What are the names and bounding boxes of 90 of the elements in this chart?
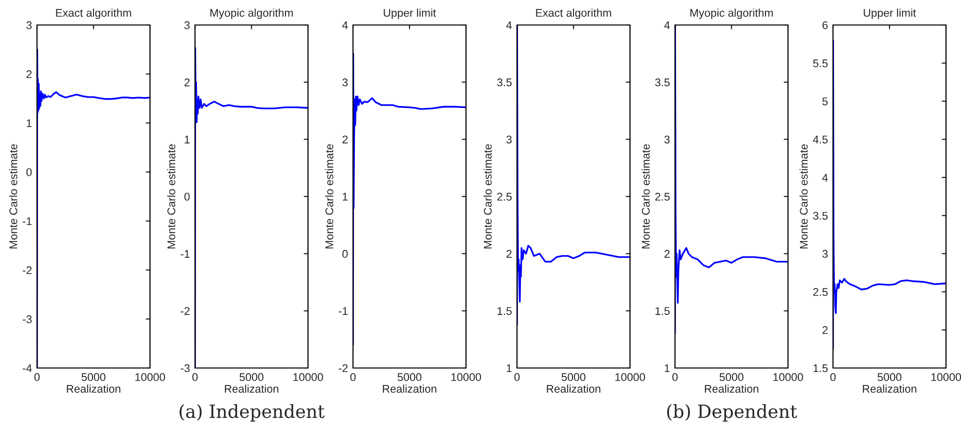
- y-axis-title: Monte Carlo estimate: [484, 144, 492, 248]
- x-tick-label: 5000: [720, 373, 744, 382]
- y-tick-label: 2: [184, 78, 190, 86]
- y-tick-label: 4: [506, 21, 512, 30]
- y-tick-label: 1: [506, 364, 512, 372]
- y-tick-label: 4: [342, 21, 348, 30]
- y-axis-title: Monte Carlo estimate: [325, 144, 334, 248]
- x-tick-label: 0: [830, 373, 836, 382]
- y-tick-label: 0: [342, 250, 348, 258]
- text: (a) Independent: [180, 404, 325, 422]
- y-axis-title: Monte Carlo estimate: [642, 144, 650, 248]
- y-tick-label: -2: [338, 364, 348, 372]
- x-tick-label: 10000: [135, 373, 166, 382]
- x-tick-label: 0: [514, 373, 520, 382]
- y-tick-label: 1.5: [656, 307, 670, 315]
- y-tick-label: -2: [22, 266, 32, 274]
- y-tick-label: 2.5: [655, 192, 670, 201]
- y-tick-label: -1: [338, 307, 348, 315]
- x-tick-label: 0: [192, 373, 198, 382]
- y-tick-label: 3.5: [497, 78, 512, 86]
- y-tick-label: -2: [180, 307, 190, 315]
- y-tick-label: 3: [506, 136, 512, 144]
- y-axis-title: Monte Carlo estimate: [800, 144, 808, 248]
- y-tick-label: -4: [22, 364, 32, 372]
- y-tick-label: 3.5: [813, 212, 828, 220]
- x-axis-title: Realization: [224, 384, 278, 393]
- y-tick-label: 4.5: [812, 136, 828, 144]
- x-tick-label: 10000: [615, 373, 646, 382]
- y-tick-label: -1: [180, 250, 190, 258]
- x-axis-title: Realization: [862, 384, 916, 393]
- y-tick-label: 5: [822, 98, 828, 106]
- y-tick-label: 2.5: [497, 192, 512, 201]
- chart-title: Exact algorithm: [536, 8, 612, 19]
- x-tick-label: 10000: [293, 373, 324, 382]
- y-tick-label: 2: [822, 326, 828, 334]
- x-tick-label: 5000: [240, 373, 264, 382]
- x-tick-label: 10000: [931, 373, 961, 382]
- y-tick-label: 6: [822, 21, 828, 30]
- x-axis-title: Realization: [382, 384, 436, 393]
- y-tick-label: 3: [26, 21, 32, 30]
- line-series: [195, 47, 308, 368]
- y-axis-title: Monte Carlo estimate: [167, 144, 176, 248]
- x-tick-label: 0: [672, 373, 678, 382]
- y-tick-label: 3: [822, 250, 828, 258]
- y-tick-label: 3: [184, 21, 190, 30]
- line-series: [675, 25, 788, 335]
- x-axis-title: Realization: [704, 384, 758, 393]
- y-tick-label: 4: [822, 174, 828, 182]
- x-axis-title: Realization: [546, 384, 600, 393]
- y-tick-label: 2: [26, 70, 32, 78]
- y-tick-label: 3: [342, 78, 348, 86]
- line-series: [37, 48, 150, 368]
- y-tick-label: 2: [506, 250, 512, 258]
- x-tick-label: 10000: [451, 373, 482, 382]
- line-series: [517, 25, 630, 326]
- y-tick-label: 5.5: [813, 59, 828, 68]
- text: (b) Dependent: [667, 404, 798, 422]
- x-tick-label: 5000: [82, 373, 106, 382]
- line-series: [833, 39, 946, 350]
- y-tick-label: 2.5: [813, 288, 828, 296]
- y-tick-label: -3: [180, 364, 190, 372]
- x-tick-label: 5000: [398, 373, 422, 382]
- chart-title: Upper limit: [864, 8, 916, 19]
- y-tick-label: -3: [22, 315, 32, 324]
- y-axis-title: Monte Carlo estimate: [9, 144, 18, 248]
- y-tick-label: 4: [664, 21, 670, 30]
- x-tick-label: 10000: [773, 373, 804, 382]
- y-tick-label: 1: [342, 192, 348, 201]
- y-tick-label: 2: [342, 136, 348, 144]
- y-tick-label: 0: [26, 168, 32, 176]
- x-tick-label: 5000: [562, 373, 586, 382]
- y-tick-label: 1: [664, 364, 670, 372]
- y-tick-label: 2: [664, 250, 670, 258]
- y-tick-label: 0: [184, 192, 190, 201]
- y-tick-label: 1.5: [814, 364, 828, 372]
- chart-title: Exact algorithm: [56, 8, 132, 19]
- y-tick-label: 3.5: [655, 78, 670, 86]
- line-series: [353, 52, 466, 346]
- y-tick-label: 1.5: [498, 307, 512, 315]
- chart-title: Myopic algorithm: [690, 8, 773, 19]
- chart-title: Upper limit: [384, 8, 436, 19]
- y-tick-label: 1: [26, 119, 32, 128]
- y-tick-label: 1: [184, 136, 190, 144]
- x-axis-title: Realization: [66, 384, 120, 393]
- x-tick-label: 0: [34, 373, 40, 382]
- y-tick-label: 3: [664, 136, 670, 144]
- x-tick-label: 5000: [878, 373, 902, 382]
- chart-title: Myopic algorithm: [210, 8, 293, 19]
- x-tick-label: 0: [350, 373, 356, 382]
- y-tick-label: -1: [22, 217, 32, 226]
